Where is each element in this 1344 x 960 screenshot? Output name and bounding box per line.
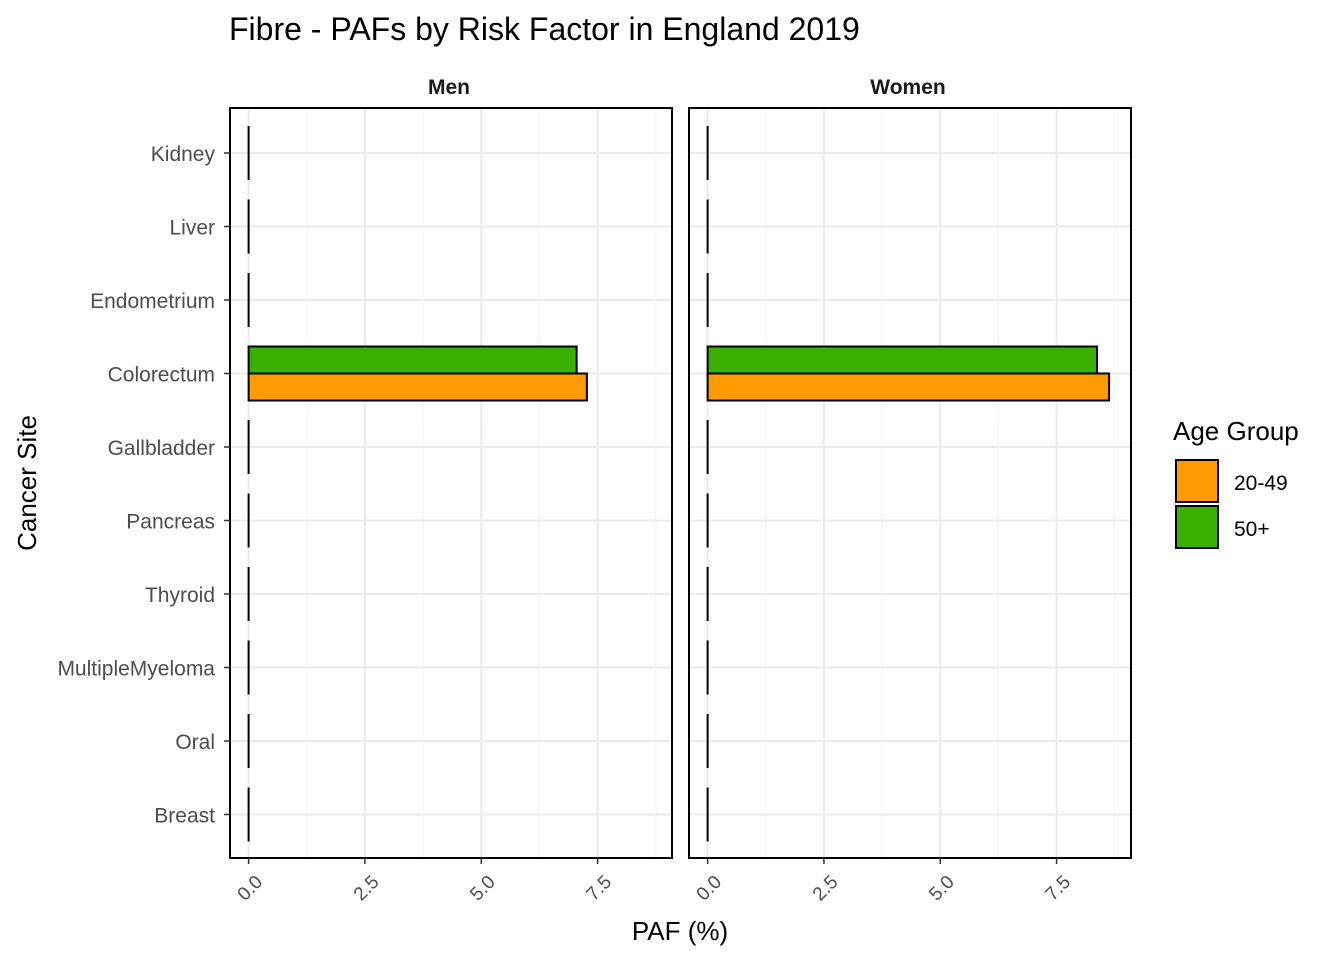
x-tick-label: 5.0 xyxy=(466,872,500,906)
bar-men-colorectum-50plus xyxy=(247,345,578,375)
bar-women-colorectum-20-49 xyxy=(706,372,1111,402)
facet-men: Men 0.0 2.5 5.0 7.5 xyxy=(229,76,673,906)
panel-women: 0.0 2.5 5.0 7.5 xyxy=(688,107,1132,906)
panel-border xyxy=(688,107,1132,859)
facet-label-men: Men xyxy=(428,76,470,99)
y-tick-label-endometrium: Endometrium xyxy=(90,290,215,313)
legend-label-50plus: 50+ xyxy=(1234,518,1270,541)
x-tick-label: 5.0 xyxy=(925,872,959,906)
y-axis-title: Cancer Site xyxy=(12,415,42,551)
bar-women-colorectum-50plus xyxy=(706,345,1099,375)
legend-label-20-49: 20-49 xyxy=(1234,472,1288,495)
y-tick-label-pancreas: Pancreas xyxy=(126,511,215,534)
legend-swatch-50plus xyxy=(1175,505,1219,549)
y-tick-label-oral: Oral xyxy=(175,731,215,754)
y-tick-label-colorectum: Colorectum xyxy=(108,364,215,387)
legend-swatch-20-49 xyxy=(1175,459,1219,503)
legend: Age Group 20-49 50+ xyxy=(1173,416,1299,549)
y-tick-label-liver: Liver xyxy=(169,217,215,240)
y-tick-label-gallbladder: Gallbladder xyxy=(108,437,215,460)
x-axis-title: PAF (%) xyxy=(632,916,728,946)
panel-men: 0.0 2.5 5.0 7.5 xyxy=(229,107,673,906)
facet-women: Women 0.0 2.5 5.0 7.5 xyxy=(688,76,1132,906)
panel-border xyxy=(229,107,673,859)
y-tick-label-multiplemyeloma: MultipleMyeloma xyxy=(57,658,215,681)
facet-label-women: Women xyxy=(870,76,945,99)
x-tick-label: 0.0 xyxy=(234,872,268,906)
legend-title: Age Group xyxy=(1173,416,1299,446)
x-tick-label: 0.0 xyxy=(693,872,727,906)
chart-title: Fibre - PAFs by Risk Factor in England 2… xyxy=(229,11,860,47)
y-axis: Kidney Liver Endometrium Colorectum Gallblad… xyxy=(57,143,230,828)
x-tick-label: 7.5 xyxy=(583,872,617,906)
bar-men-colorectum-20-49 xyxy=(247,372,588,402)
y-tick-label-thyroid: Thyroid xyxy=(145,584,215,607)
y-tick-label-breast: Breast xyxy=(154,805,215,828)
y-tick-label-kidney: Kidney xyxy=(151,143,216,166)
x-tick-label: 2.5 xyxy=(350,872,384,906)
x-tick-label: 7.5 xyxy=(1042,872,1076,906)
x-tick-label: 2.5 xyxy=(809,872,843,906)
